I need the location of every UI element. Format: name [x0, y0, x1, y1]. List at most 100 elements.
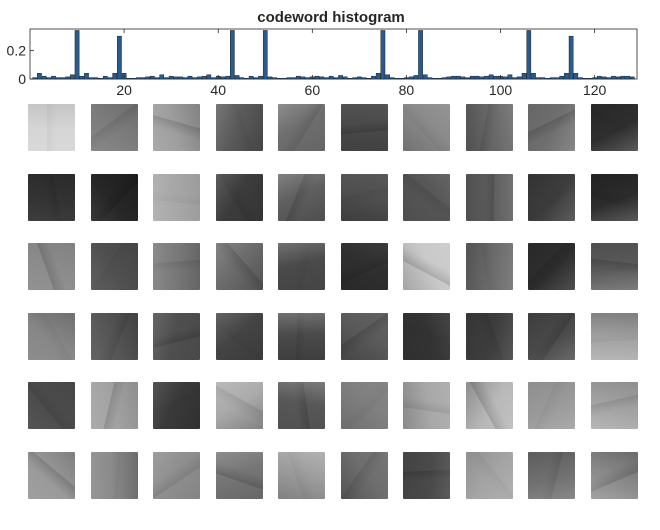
histogram-bar	[578, 77, 583, 80]
image-patch	[528, 382, 575, 429]
image-patch	[590, 382, 638, 429]
patch-grid	[28, 104, 648, 524]
histogram-bar	[479, 76, 485, 80]
histogram-bar	[615, 76, 621, 80]
image-patch	[403, 104, 450, 151]
image-patch	[153, 173, 200, 221]
histogram-bar	[611, 75, 616, 80]
histogram-bar	[361, 77, 367, 80]
histogram-bar	[107, 77, 113, 80]
histogram-bar	[60, 77, 66, 80]
image-patch	[215, 312, 263, 360]
histogram-bar	[451, 75, 456, 80]
image-patch	[528, 173, 575, 221]
histogram-bar	[286, 77, 292, 80]
histogram-bar	[625, 75, 630, 80]
image-patch	[28, 243, 75, 290]
histogram-bar	[394, 78, 400, 80]
image-patch	[528, 243, 575, 290]
histogram-bar	[206, 74, 212, 80]
histogram-bar	[253, 77, 259, 80]
histogram-bar	[488, 74, 494, 80]
histogram-bar	[150, 75, 155, 80]
histogram-bar	[324, 77, 329, 80]
image-patch	[465, 312, 513, 360]
histogram-bar	[465, 77, 470, 80]
histogram-bar	[131, 78, 136, 80]
image-patch	[28, 382, 75, 429]
x-axis: 20 40 60 80 100 120	[116, 29, 607, 98]
image-patch	[465, 104, 513, 151]
histogram-bar	[262, 30, 268, 80]
histogram-bar	[32, 77, 38, 80]
image-patch	[278, 312, 325, 360]
image-patch	[90, 104, 138, 151]
histogram-bar	[145, 76, 150, 80]
histogram-bar	[399, 78, 405, 80]
histogram-bar	[573, 73, 579, 80]
x-tick-label: 20	[116, 82, 132, 98]
image-patch	[278, 451, 325, 499]
histogram-bar	[413, 75, 419, 80]
histogram-bar	[601, 76, 607, 80]
image-patch	[215, 382, 263, 429]
image-patch	[90, 243, 138, 290]
histogram-bar	[305, 77, 310, 80]
bar-series	[32, 30, 635, 80]
image-patch	[340, 104, 388, 151]
image-patch	[403, 312, 450, 360]
image-patch	[153, 451, 200, 499]
histogram-bar	[173, 76, 179, 80]
image-patch	[465, 243, 513, 290]
histogram-bar	[168, 75, 174, 80]
image-patch	[215, 451, 263, 499]
image-patch	[215, 104, 263, 151]
image-patch	[528, 104, 575, 151]
image-patch	[403, 451, 450, 499]
y-tick-label: 0	[18, 71, 26, 87]
image-patch	[528, 312, 575, 360]
histogram-bar	[41, 75, 47, 80]
image-patch	[90, 312, 138, 360]
histogram-bar	[230, 30, 235, 80]
histogram-bar	[277, 78, 282, 80]
histogram-bar	[258, 75, 263, 80]
histogram-bar	[385, 74, 390, 80]
histogram-bar	[455, 75, 461, 80]
image-patch	[278, 173, 325, 221]
histogram-bar	[380, 30, 386, 80]
image-patch	[403, 173, 450, 221]
x-tick-label: 100	[489, 82, 513, 98]
histogram-bar	[46, 77, 52, 80]
histogram-bar	[521, 73, 527, 80]
histogram-bar	[117, 35, 122, 80]
histogram-bar	[629, 76, 635, 80]
plot-frame	[29, 28, 638, 80]
histogram-bar	[197, 76, 202, 80]
histogram-bar	[526, 30, 532, 80]
histogram-bar	[582, 78, 588, 80]
image-patch	[278, 243, 325, 290]
histogram-bar	[408, 76, 414, 80]
histogram-bar	[474, 75, 480, 80]
histogram-bar	[65, 76, 70, 80]
image-patch	[590, 243, 638, 290]
histogram-bar	[102, 75, 108, 80]
histogram-bar	[178, 76, 183, 80]
histogram-bar	[620, 75, 626, 80]
image-patch	[90, 173, 138, 221]
histogram-bar	[606, 77, 612, 80]
y-tick-label: 0.2	[7, 42, 27, 58]
histogram-bar	[295, 75, 301, 80]
histogram-bar	[446, 76, 452, 80]
image-patch	[28, 312, 75, 360]
histogram-bar	[502, 76, 508, 80]
histogram-bar	[493, 75, 499, 80]
histogram-bar	[427, 77, 433, 80]
histogram-bar	[469, 75, 475, 80]
y-axis: 00.2	[7, 42, 34, 87]
histogram-bar	[244, 78, 249, 80]
image-patch	[528, 451, 575, 499]
image-patch	[465, 451, 513, 499]
histogram-bar	[300, 76, 306, 80]
